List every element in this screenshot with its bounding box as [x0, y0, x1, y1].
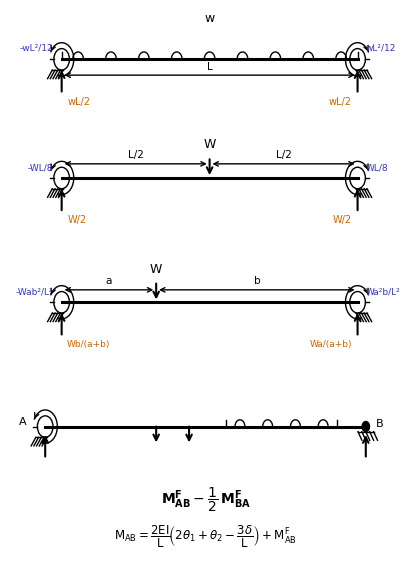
Text: W/2: W/2	[68, 215, 87, 225]
Text: -Wab²/L²: -Wab²/L²	[16, 288, 53, 297]
Text: WL/8: WL/8	[366, 163, 388, 172]
Text: B: B	[376, 419, 384, 429]
Text: a: a	[106, 276, 112, 286]
Text: L/2: L/2	[128, 150, 143, 160]
Text: Wb/(a+b): Wb/(a+b)	[67, 340, 110, 349]
Text: W: W	[203, 138, 216, 151]
Text: -WL/8: -WL/8	[28, 163, 53, 172]
Text: Wa²b/L²: Wa²b/L²	[366, 288, 401, 297]
Text: W/2: W/2	[332, 215, 351, 225]
Text: Wa/(a+b): Wa/(a+b)	[310, 340, 353, 349]
Circle shape	[362, 421, 369, 432]
Text: wL/2: wL/2	[328, 97, 351, 107]
Text: -wL²/12: -wL²/12	[20, 44, 53, 53]
Text: W: W	[150, 263, 162, 276]
Text: $\mathbf{M}^{\mathbf{F}}_{\mathbf{AB}} - \dfrac{1}{2}\,\mathbf{M}^{\mathbf{F}}_{: $\mathbf{M}^{\mathbf{F}}_{\mathbf{AB}} -…	[161, 486, 250, 514]
Text: wL²/12: wL²/12	[366, 44, 396, 53]
Text: L/2: L/2	[276, 150, 291, 160]
Text: $\mathrm{M}_{\mathrm{AB}} = \dfrac{2\mathrm{EI}}{\mathrm{L}}\!\left(2\theta_1 + : $\mathrm{M}_{\mathrm{AB}} = \dfrac{2\mat…	[114, 523, 297, 549]
Text: w: w	[205, 12, 215, 25]
Text: L: L	[207, 62, 212, 72]
Text: wL/2: wL/2	[68, 97, 91, 107]
Text: A: A	[19, 417, 27, 427]
Text: b: b	[254, 276, 260, 286]
